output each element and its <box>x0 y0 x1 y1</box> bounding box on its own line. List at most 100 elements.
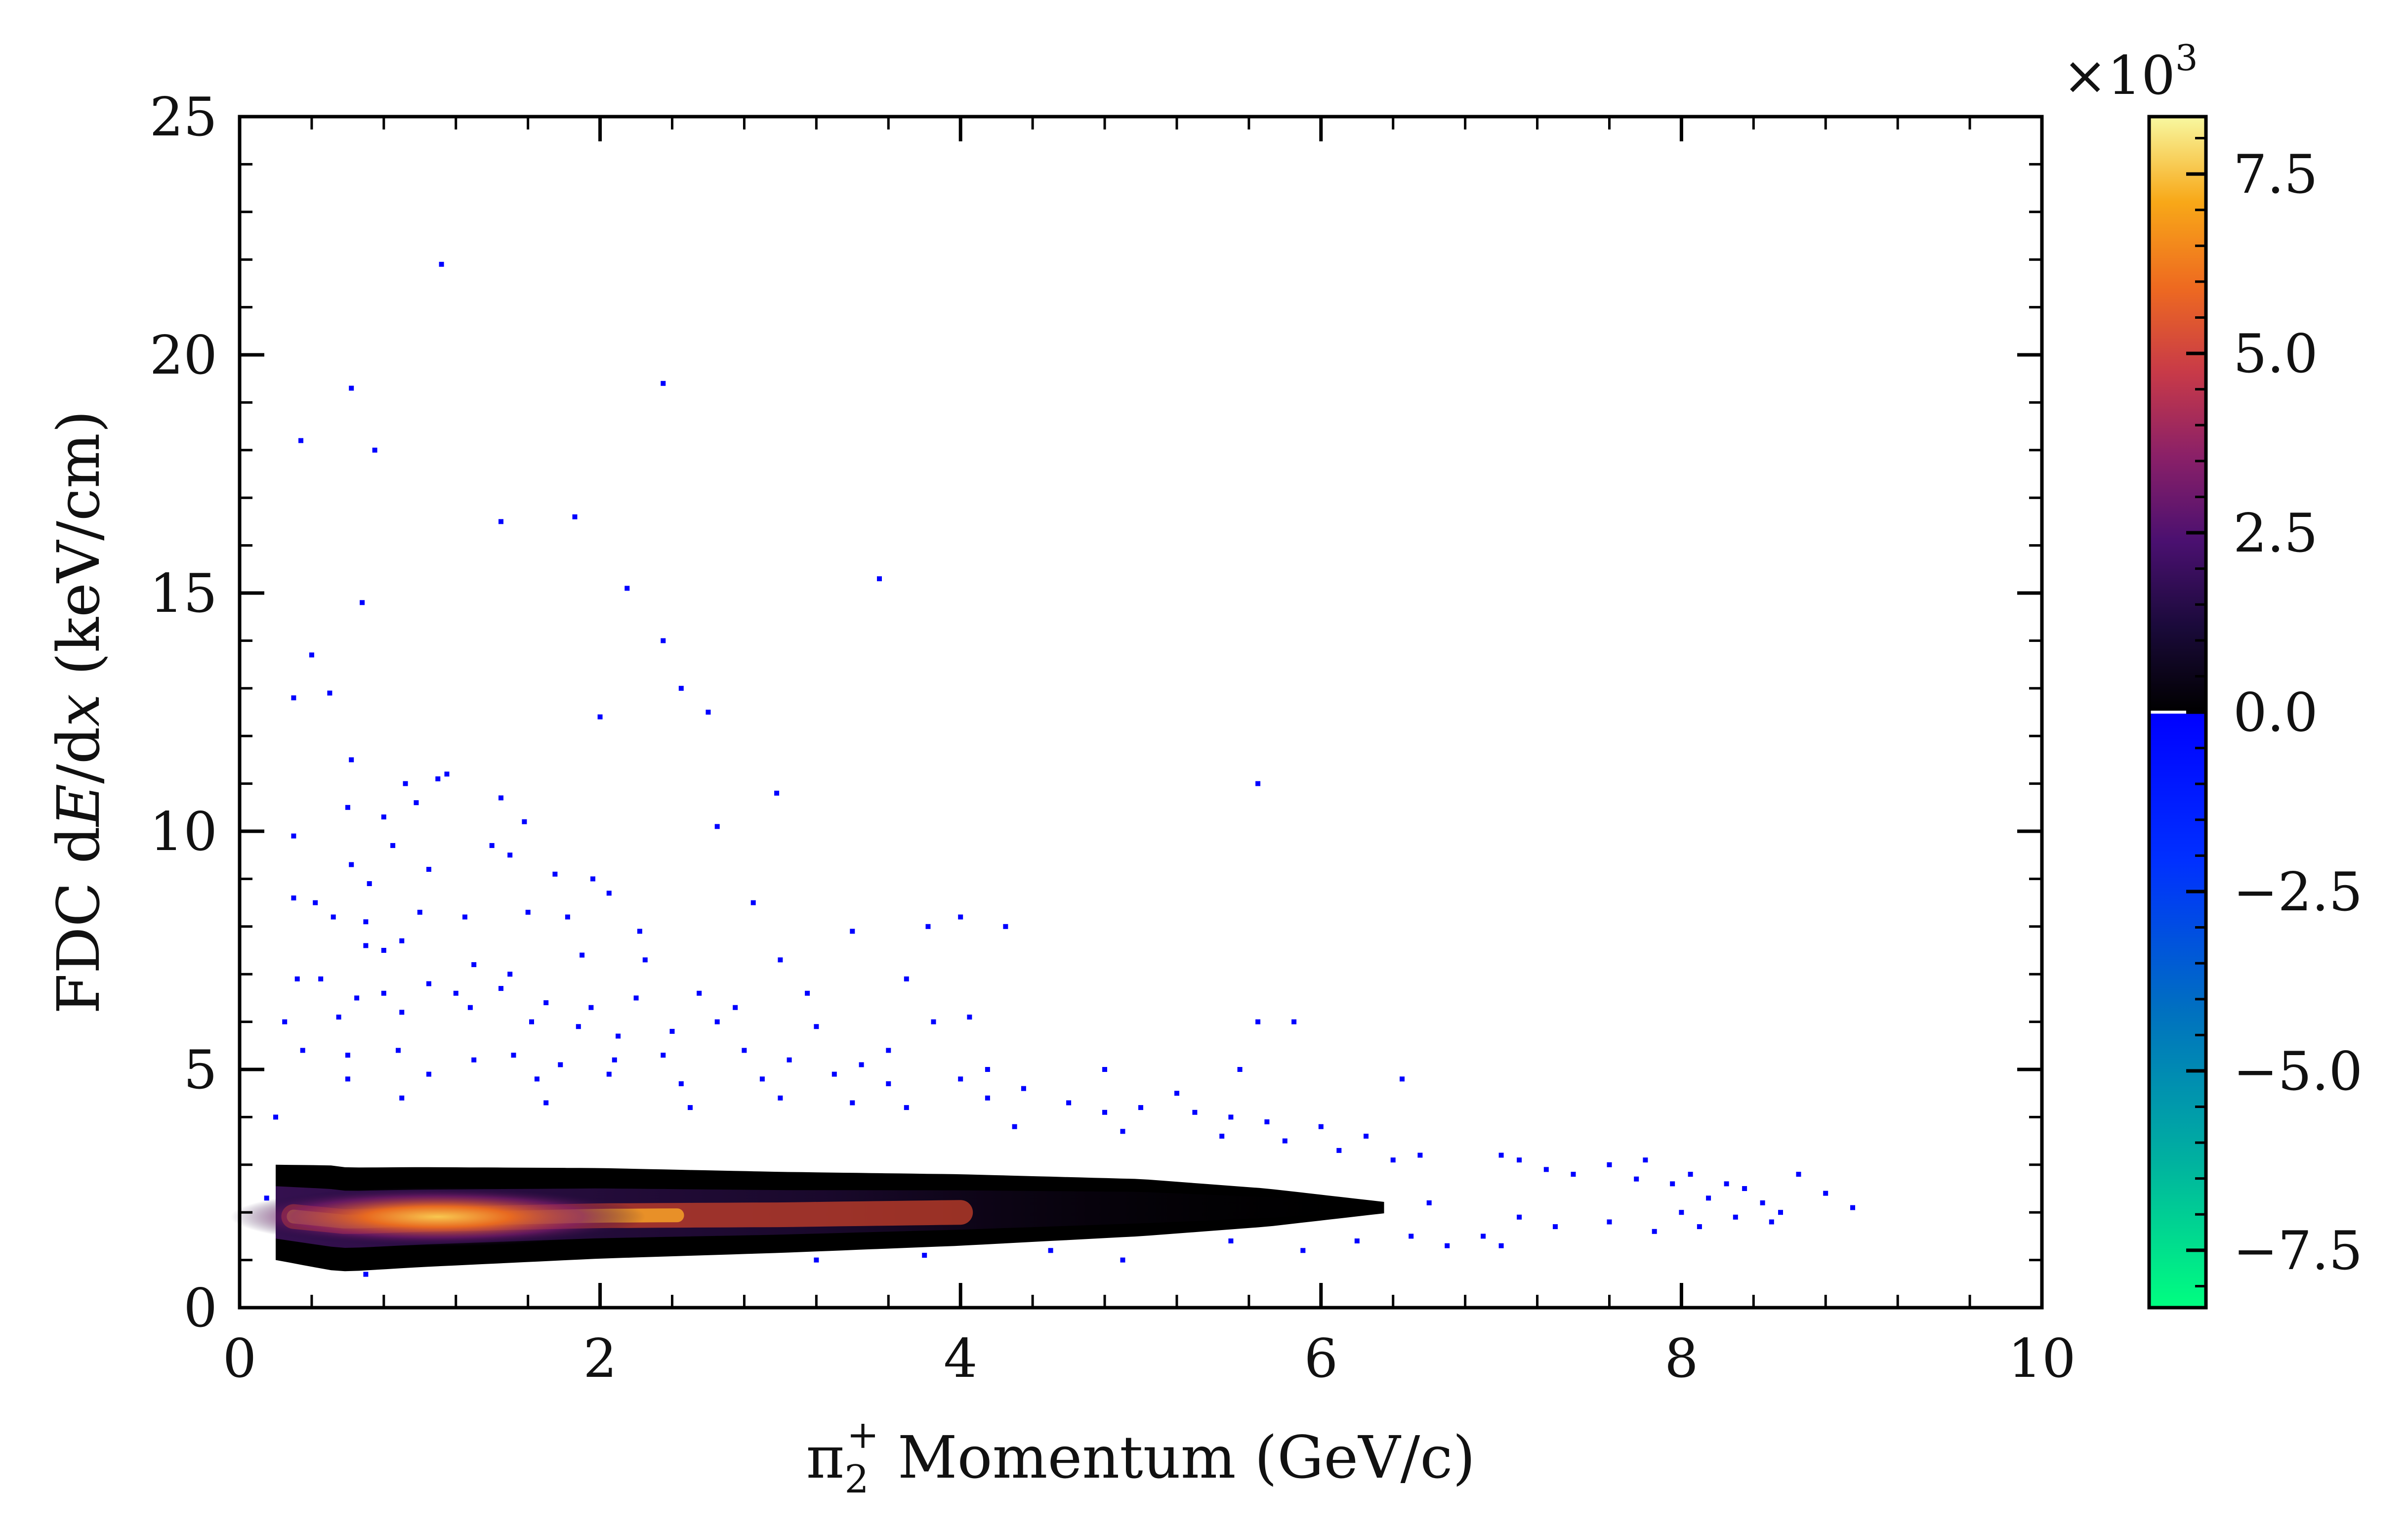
outlier-point <box>714 824 720 829</box>
outlier-point <box>597 714 603 720</box>
outlier-point <box>498 519 503 524</box>
outlier-point <box>733 1005 738 1010</box>
outlier-point <box>363 1272 369 1277</box>
outlier-point <box>985 1067 990 1072</box>
outlier-point <box>904 976 909 981</box>
colorbar-tick-label: 0.0 <box>2233 682 2318 744</box>
outlier-point <box>1390 1157 1396 1163</box>
outlier-point <box>511 1053 516 1058</box>
outlier-point <box>1120 1257 1125 1263</box>
y-tick-label: 25 <box>150 86 217 148</box>
outlier-point <box>1445 1243 1450 1248</box>
colorbar-multiplier-base: ×10 <box>2063 45 2175 107</box>
outlier-point <box>1048 1248 1053 1253</box>
x-axis-label: π2+ Momentum (GeV/c) <box>806 1413 1476 1502</box>
outlier-point <box>498 795 503 801</box>
outlier-point <box>958 914 963 920</box>
outlier-point <box>1102 1109 1107 1115</box>
outlier-point <box>399 1095 405 1101</box>
outlier-point <box>925 924 931 929</box>
y-axis-label: FDC dE/dx (keV/cm) <box>44 410 113 1014</box>
outlier-point <box>349 757 354 763</box>
outlier-point <box>778 1095 783 1101</box>
density-band <box>230 1164 1384 1272</box>
outlier-point <box>1742 1186 1747 1191</box>
outlier-point <box>850 929 855 934</box>
outlier-point <box>1481 1234 1486 1239</box>
outlier-point <box>414 800 419 806</box>
outlier-point <box>637 929 642 934</box>
outlier-point <box>417 909 422 915</box>
y-tick-label: 0 <box>183 1278 217 1339</box>
outlier-point <box>877 576 882 582</box>
outlier-point <box>985 1095 990 1101</box>
plot-area: 0 2 4 6 8 10 0 5 10 15 20 25 <box>150 86 2076 1390</box>
outlier-point <box>381 948 386 953</box>
outlier-point <box>381 990 386 996</box>
colorbar-negative-segment <box>2149 712 2206 1308</box>
colorbar: −7.5 −5.0 −2.5 0.0 2.5 5.0 7.5 ×103 <box>2063 37 2363 1310</box>
outlier-point <box>291 695 296 701</box>
outlier-point <box>349 862 354 867</box>
outlier-point <box>1778 1210 1783 1215</box>
outlier-point <box>1192 1109 1198 1115</box>
outlier-point <box>1679 1210 1684 1215</box>
plot-frame <box>238 115 2044 1310</box>
outlier-point <box>1706 1195 1711 1201</box>
outlier-point <box>1255 1019 1261 1024</box>
y-axis-label-mid: /d <box>44 727 113 784</box>
outlier-point <box>462 914 467 920</box>
y-axis-label-post: (keV/cm) <box>44 410 113 694</box>
x-tick-label: 4 <box>944 1328 978 1390</box>
outlier-point <box>298 438 303 443</box>
outlier-point <box>590 876 595 882</box>
outlier-point <box>1498 1152 1504 1158</box>
outlier-points <box>264 261 1855 1277</box>
outlier-point <box>426 981 431 986</box>
outlier-point <box>1553 1224 1558 1230</box>
outlier-point <box>624 586 630 591</box>
outlier-point <box>606 1071 612 1077</box>
outlier-point <box>642 957 648 963</box>
outlier-point <box>399 1010 405 1015</box>
outlier-point <box>778 957 783 963</box>
outlier-point <box>1300 1248 1306 1253</box>
outlier-point <box>390 843 396 848</box>
outlier-point <box>1364 1134 1369 1139</box>
outlier-point <box>1426 1200 1432 1205</box>
outlier-point <box>313 900 318 905</box>
outlier-point <box>612 1057 617 1063</box>
outlier-point <box>958 1076 963 1082</box>
outlier-point <box>1282 1138 1287 1144</box>
outlier-point <box>661 381 666 386</box>
outlier-point <box>471 962 477 967</box>
colorbar-multiplier-exponent: 3 <box>2175 37 2198 79</box>
colorbar-tick-label: 5.0 <box>2233 323 2318 385</box>
outlier-point <box>264 1195 269 1201</box>
outlier-point <box>616 1033 621 1039</box>
outlier-point <box>1517 1157 1522 1163</box>
outlier-point <box>489 843 495 848</box>
colorbar-tick-label: 2.5 <box>2233 503 2318 564</box>
outlier-point <box>886 1081 891 1086</box>
y-tick-label: 20 <box>150 325 217 386</box>
y-tick-label: 15 <box>150 563 217 625</box>
outlier-point <box>814 1257 819 1263</box>
outlier-point <box>1228 1114 1234 1120</box>
outlier-point <box>1760 1200 1765 1205</box>
outlier-point <box>1823 1191 1828 1196</box>
outlier-point <box>1543 1167 1549 1172</box>
outlier-point <box>1643 1157 1648 1163</box>
outlier-point <box>1409 1234 1414 1239</box>
outlier-point <box>576 1024 581 1029</box>
outlier-point <box>426 867 431 872</box>
x-axis-label-pi: π <box>806 1423 845 1491</box>
outlier-point <box>1688 1172 1693 1177</box>
outlier-point <box>565 914 570 920</box>
colorbar-tick-label: −5.0 <box>2233 1041 2363 1103</box>
outlier-point <box>525 909 531 915</box>
outlier-point <box>534 1076 540 1082</box>
outlier-point <box>572 514 578 519</box>
outlier-point <box>706 710 711 715</box>
outlier-point <box>678 1081 684 1086</box>
